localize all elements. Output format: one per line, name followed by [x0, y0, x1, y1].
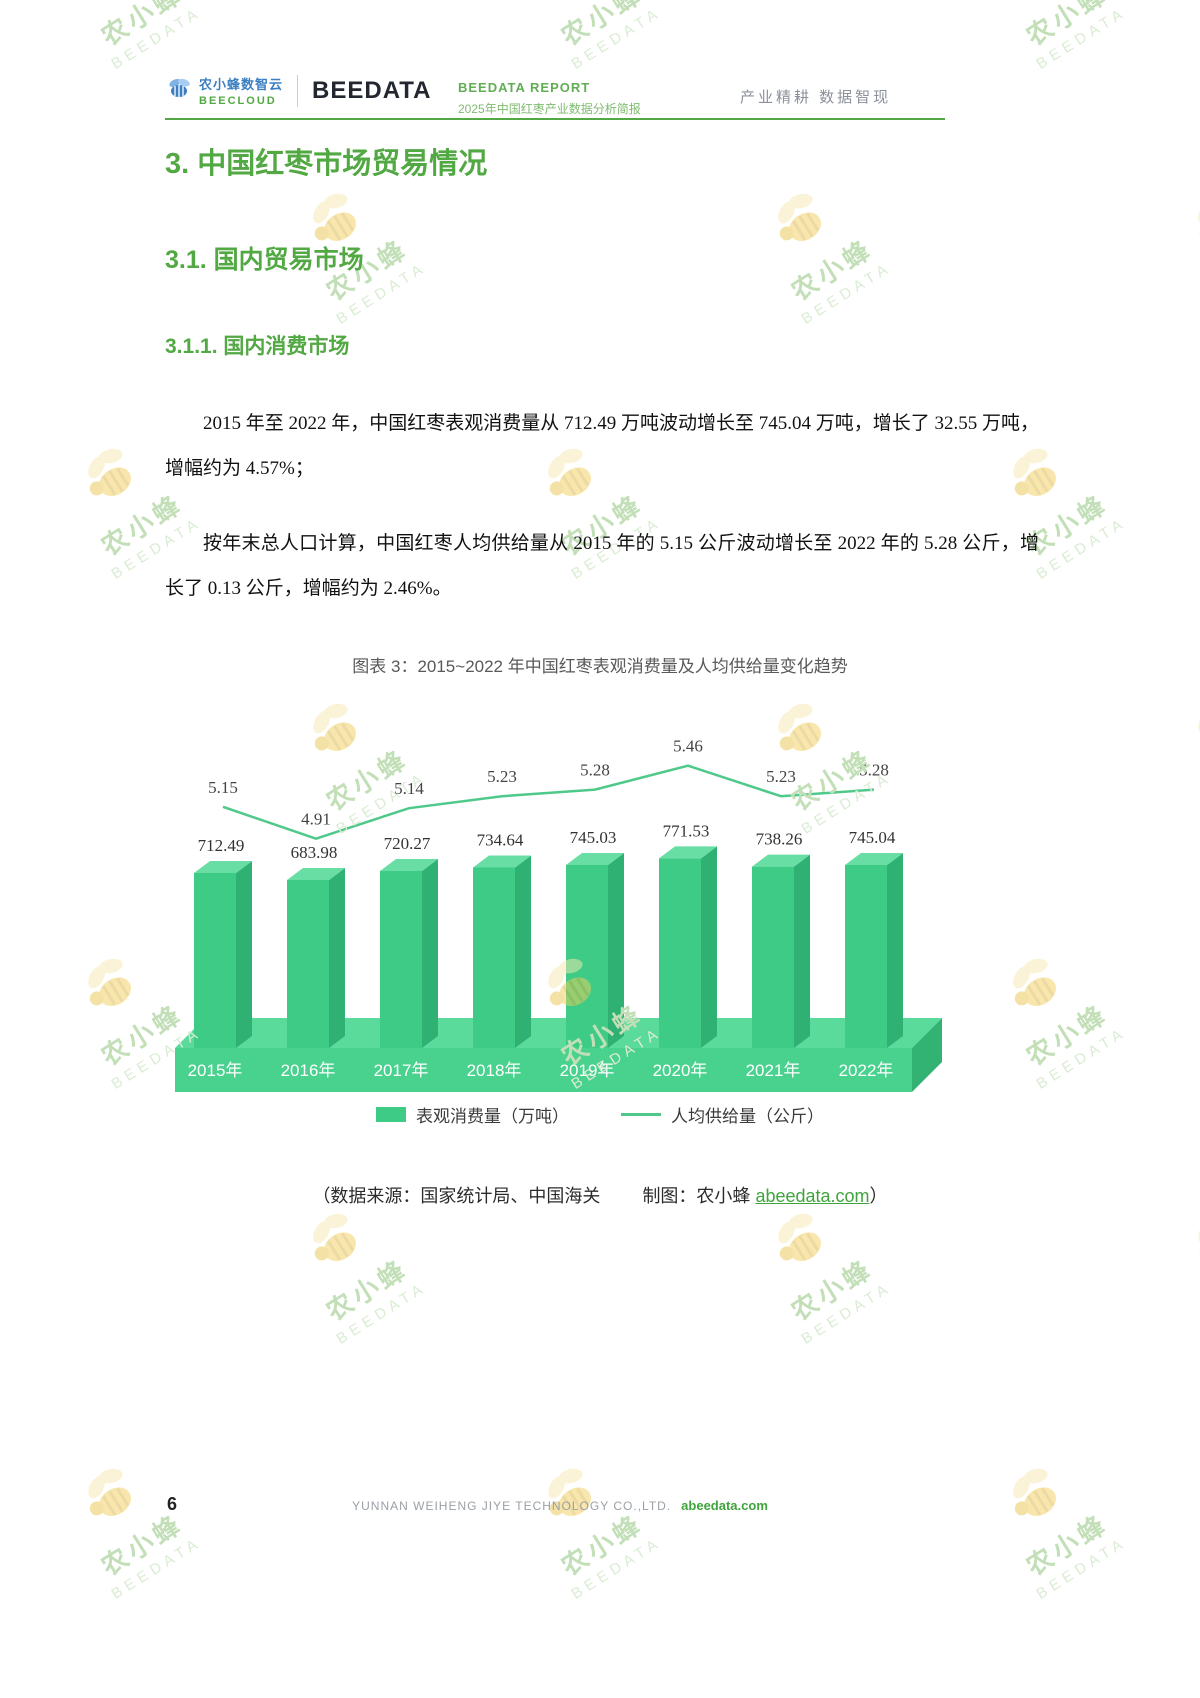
legend-item-consumption: 表观消费量（万吨） — [376, 1102, 569, 1127]
svg-text:745.03: 745.03 — [570, 828, 617, 847]
svg-text:2019年: 2019年 — [560, 1061, 615, 1080]
trend-chart: 712.49 2015年 683.98 2016年 720.27 2017年 734.64 2… — [175, 737, 942, 1092]
beecloud-logo-cn: 农小蜂数智云 — [199, 77, 284, 92]
svg-text:2015年: 2015年 — [188, 1061, 243, 1080]
svg-text:5.46: 5.46 — [673, 737, 703, 756]
beecloud-logo: 农小蜂数智云 BEECLOUD — [166, 74, 283, 107]
beedata-logo: BEEDATA — [312, 76, 432, 104]
header-rule — [165, 118, 945, 120]
svg-text:2022年: 2022年 — [839, 1061, 894, 1080]
source-note-maker: 制图：农小蜂 — [642, 1186, 756, 1206]
svg-text:771.53: 771.53 — [663, 821, 710, 840]
legend-line-label: 人均供给量（公斤） — [671, 1107, 824, 1126]
report-label: BEEDATA REPORT — [458, 80, 591, 95]
svg-text:5.15: 5.15 — [208, 778, 238, 797]
legend-item-supply: 人均供给量（公斤） — [621, 1102, 824, 1127]
chart-caption: 图表 3：2015~2022 年中国红枣表观消费量及人均供给量变化趋势 — [352, 657, 848, 676]
page-header-center: BEEDATA REPORT 2025年中国红枣产业数据分析简报 — [458, 80, 641, 117]
abeedata-link[interactable]: abeedata.com — [755, 1186, 870, 1206]
report-subtitle: 2025年中国红枣产业数据分析简报 — [458, 102, 641, 116]
source-note-suffix: ） — [869, 1186, 888, 1206]
svg-text:2020年: 2020年 — [653, 1061, 708, 1080]
svg-text:5.23: 5.23 — [766, 767, 796, 786]
svg-text:5.28: 5.28 — [580, 761, 610, 780]
svg-text:734.64: 734.64 — [477, 830, 524, 849]
svg-text:712.49: 712.49 — [198, 836, 245, 855]
legend-line-swatch — [621, 1113, 661, 1116]
svg-text:738.26: 738.26 — [756, 830, 803, 849]
svg-text:4.91: 4.91 — [301, 810, 331, 829]
source-note-sources: （数据来源：国家统计局、中国海关 — [312, 1186, 601, 1206]
svg-text:683.98: 683.98 — [291, 843, 338, 862]
legend-bar-label: 表观消费量（万吨） — [416, 1107, 569, 1126]
body-paragraph-1: 2015 年至 2022 年，中国红枣表观消费量从 712.49 万吨波动增长至… — [165, 413, 1040, 479]
chart-legend: 表观消费量（万吨） 人均供给量（公斤） — [0, 1102, 1200, 1127]
source-note: （数据来源：国家统计局、中国海关 制图：农小蜂 abeedata.com） — [0, 1182, 1200, 1208]
header-divider — [297, 74, 299, 107]
footer-company-line: YUNNAN WEIHENG JIYE TECHNOLOGY CO.,LTD. a… — [0, 1498, 1120, 1513]
svg-text:2018年: 2018年 — [467, 1061, 522, 1080]
footer-company: YUNNAN WEIHENG JIYE TECHNOLOGY CO.,LTD. — [352, 1499, 672, 1513]
footer-site: abeedata.com — [681, 1498, 768, 1513]
svg-text:5.23: 5.23 — [487, 767, 517, 786]
svg-text:2017年: 2017年 — [374, 1061, 429, 1080]
beecloud-logo-en: BEECLOUD — [199, 95, 277, 107]
body-paragraph-2: 按年末总人口计算，中国红枣人均供给量从 2015 年的 5.15 公斤波动增长至… — [165, 533, 1039, 599]
svg-text:2021年: 2021年 — [746, 1061, 801, 1080]
subsection-title: 3.1. 国内贸易市场 — [165, 246, 364, 274]
section-title: 3. 中国红枣市场贸易情况 — [165, 148, 488, 180]
bee-logo-icon — [166, 77, 192, 104]
svg-text:5.14: 5.14 — [394, 779, 424, 798]
svg-text:720.27: 720.27 — [384, 834, 431, 853]
legend-bar-swatch — [376, 1107, 406, 1122]
svg-text:2016年: 2016年 — [281, 1061, 336, 1080]
page-header-left: 农小蜂数智云 BEECLOUD BEEDATA — [166, 74, 431, 107]
svg-text:5.28: 5.28 — [859, 761, 889, 780]
subsubsection-title: 3.1.1. 国内消费市场 — [165, 335, 350, 358]
page-number: 6 — [167, 1494, 178, 1514]
header-slogan: 产业精耕 数据智现 — [740, 89, 892, 106]
svg-text:745.04: 745.04 — [849, 828, 896, 847]
